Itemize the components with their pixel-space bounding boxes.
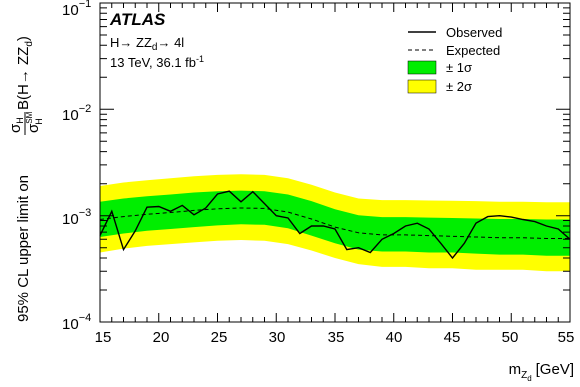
legend-band2-swatch xyxy=(407,79,437,94)
legend: Observed Expected ± 1σ ± 2σ xyxy=(407,25,502,94)
legend-band2-label: ± 2σ xyxy=(446,79,472,94)
y-axis-title: 95% CL upper limit on σH σSMH B(H→ ZZd) xyxy=(7,36,44,322)
x-tick-labels: 15 20 25 30 35 40 45 50 55 xyxy=(95,329,575,346)
y-axis-title-main: 95% CL upper limit on xyxy=(15,175,32,322)
y-tick-label: 10−2 xyxy=(62,103,91,124)
legend-expected-label: Expected xyxy=(446,43,500,58)
y-tick-labels: 10−4 10−3 10−2 10−1 xyxy=(62,0,91,333)
x-tick-label: 40 xyxy=(386,329,403,346)
uncertainty-bands xyxy=(100,174,570,272)
tick-marks xyxy=(99,3,571,323)
y-tick-label: 10−3 xyxy=(62,207,91,228)
axis-ticks xyxy=(99,3,571,323)
legend-band1-swatch xyxy=(407,60,437,75)
x-axis-title: mZd[GeV] xyxy=(509,361,574,383)
x-tick-label: 25 xyxy=(211,329,228,346)
band-1sigma xyxy=(100,190,570,256)
x-tick-label: 35 xyxy=(328,329,345,346)
x-tick-label: 15 xyxy=(95,329,112,346)
x-tick-label: 50 xyxy=(502,329,519,346)
expected-limit-line xyxy=(99,207,570,239)
energy-lumi-label: 13 TeV, 36.1 fb-1 xyxy=(110,54,204,70)
legend-band1-label: ± 1σ xyxy=(446,60,472,75)
legend-observed-label: Observed xyxy=(446,25,502,40)
x-tick-label: 30 xyxy=(269,329,286,346)
y-axis-frac-den: σSMH xyxy=(25,111,44,133)
y-axis-frac-num: σH xyxy=(7,117,25,133)
observed-limit-line xyxy=(99,190,571,260)
x-tick-label: 45 xyxy=(444,329,461,346)
experiment-label: ATLAS xyxy=(109,10,166,29)
y-tick-label: 10−4 xyxy=(62,312,91,333)
process-label: H→ ZZd→ 4l xyxy=(110,35,184,53)
y-axis-title-tail: B(H→ ZZd) xyxy=(15,36,35,110)
x-tick-label: 55 xyxy=(558,329,575,346)
limit-lines xyxy=(99,190,571,260)
x-tick-label: 20 xyxy=(153,329,170,346)
y-tick-label: 10−1 xyxy=(62,0,91,19)
